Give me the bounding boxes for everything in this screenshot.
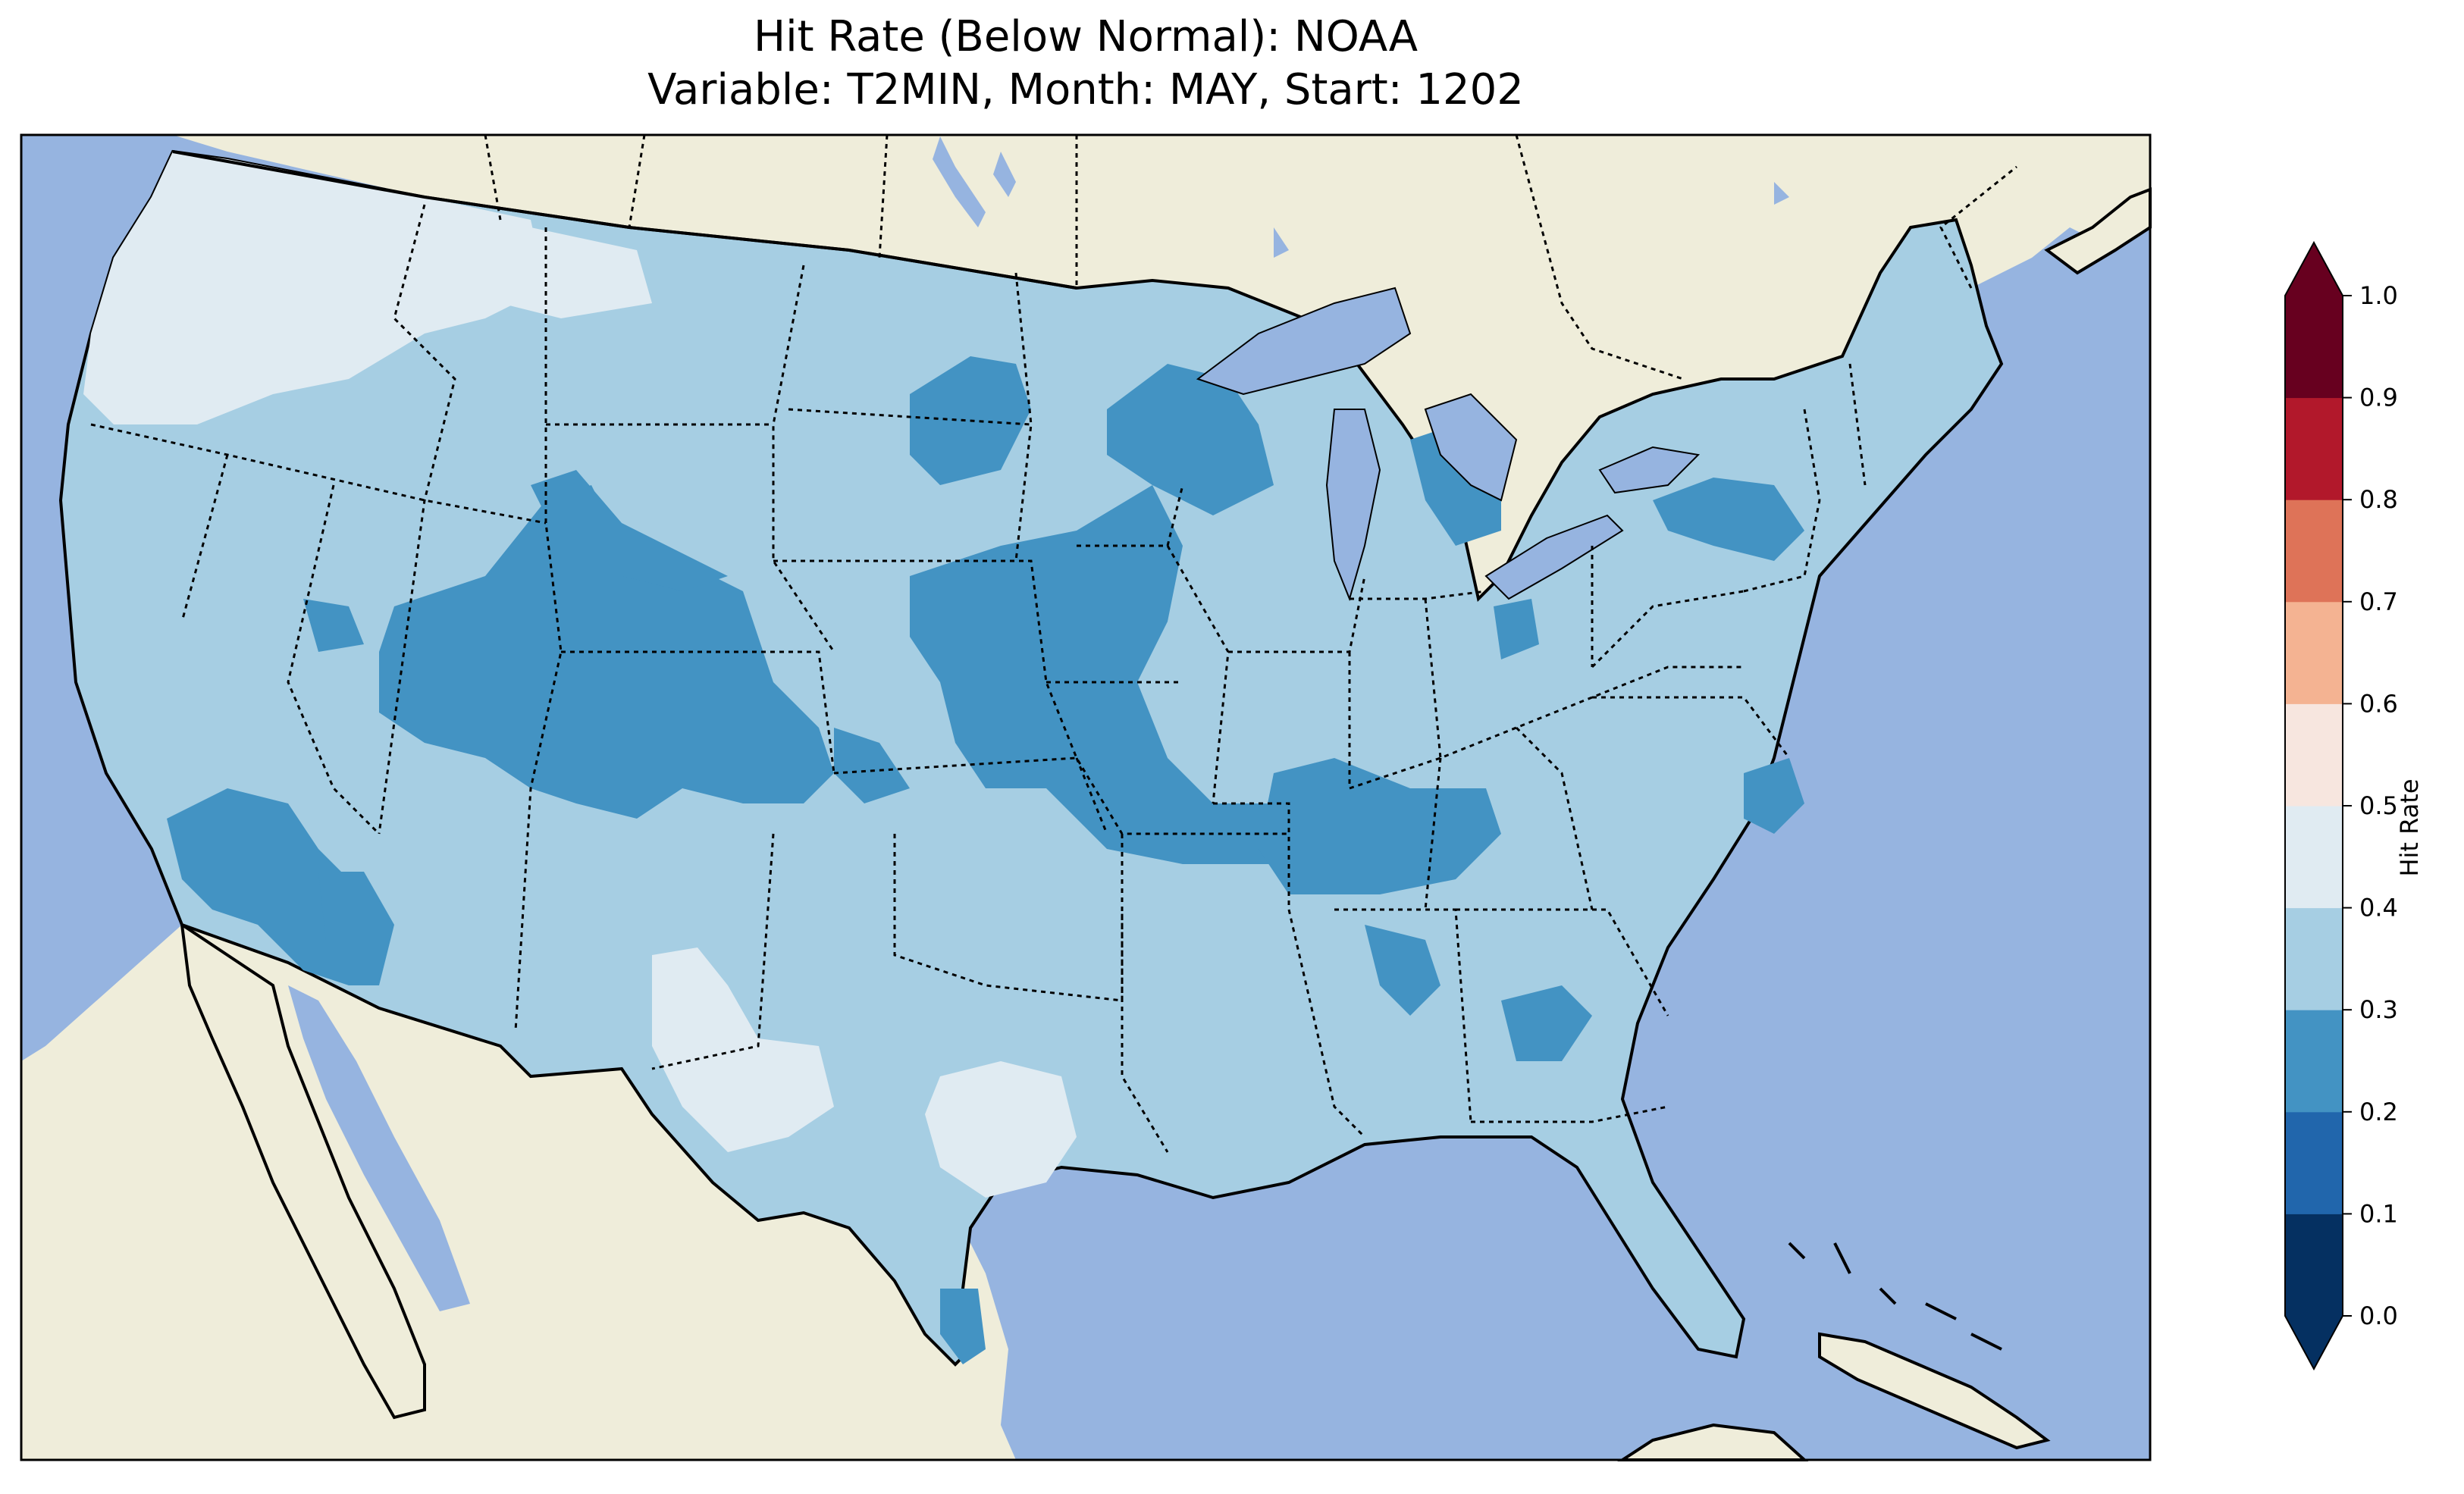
colorbar-bin-4 bbox=[2285, 806, 2343, 909]
lake-erie bbox=[1484, 514, 1624, 600]
colorbar-tick-label: 0.2 bbox=[2359, 1098, 2398, 1126]
colorbar-tick-label: 0.4 bbox=[2359, 894, 2398, 922]
colorbar-tick-label: 0.8 bbox=[2359, 485, 2398, 514]
zone-new-york bbox=[1653, 478, 1804, 561]
colorbar-label: Hit Rate bbox=[2395, 778, 2424, 877]
zone-ohio bbox=[1494, 599, 1539, 659]
canada-lakes bbox=[933, 136, 1789, 258]
canada-borders bbox=[484, 134, 2017, 381]
zone-minnesota bbox=[1107, 364, 1274, 515]
title-line-2: Variable: T2MIN, Month: MAY, Start: 1202 bbox=[647, 65, 1524, 114]
colorbar-tick-label: 0.9 bbox=[2359, 384, 2398, 412]
colorbar-tick-label: 0.5 bbox=[2359, 791, 2398, 820]
zone-arizona-west bbox=[318, 872, 394, 985]
zone-nevada-small bbox=[303, 599, 364, 652]
zone-south-texas-coast bbox=[940, 1289, 986, 1364]
colorbar-under-arrow bbox=[2285, 1316, 2343, 1369]
map-area bbox=[20, 133, 2152, 1461]
lake-superior bbox=[1196, 287, 1412, 396]
colorbar-over-arrow bbox=[2285, 243, 2343, 296]
colorbar-bin-8 bbox=[2285, 397, 2343, 500]
map-title: Hit Rate (Below Normal): NOAA Variable: … bbox=[21, 11, 2150, 117]
colorbar-bin-6 bbox=[2285, 601, 2343, 704]
zone-tennessee bbox=[1259, 758, 1501, 894]
zone-south-texas bbox=[925, 1061, 1077, 1198]
colorbar-bin-2 bbox=[2285, 1010, 2343, 1113]
lake-huron bbox=[1424, 393, 1518, 502]
zone-idaho-light bbox=[425, 205, 652, 318]
colorbar-bin-0 bbox=[2285, 1214, 2343, 1317]
colorbar-tick-label: 0.6 bbox=[2359, 689, 2398, 718]
zone-kansas bbox=[834, 728, 910, 803]
colorbar-tick-label: 0.7 bbox=[2359, 587, 2398, 616]
zone-wyoming bbox=[531, 470, 728, 591]
gulf-of-california bbox=[288, 985, 470, 1311]
colorbar-bin-9 bbox=[2285, 296, 2343, 399]
colorbar-tick-label: 1.0 bbox=[2359, 281, 2398, 310]
colorbar-bin-3 bbox=[2285, 907, 2343, 1010]
map-frame bbox=[20, 133, 2152, 1461]
colorbar-bin-1 bbox=[2285, 1111, 2343, 1214]
colorbar-tick-label: 0.0 bbox=[2359, 1301, 2398, 1330]
zone-alabama bbox=[1365, 925, 1440, 1016]
colorbar-tick-label: 0.3 bbox=[2359, 995, 2398, 1024]
zone-nebraska-iowa-missouri bbox=[910, 485, 1319, 864]
bahamas bbox=[1788, 1242, 2002, 1351]
lake-michigan bbox=[1325, 409, 1381, 602]
colorbar: 0.0 0.1 0.2 0.3 0.4 0.5 0.6 0.7 0.8 0.9 1.0 bbox=[2284, 240, 2398, 1371]
lake-ontario bbox=[1598, 446, 1701, 494]
colorbar-bin-5 bbox=[2285, 703, 2343, 807]
colorbar-bin-7 bbox=[2285, 500, 2343, 603]
zone-pnw bbox=[83, 152, 546, 424]
title-line-1: Hit Rate (Below Normal): NOAA bbox=[753, 12, 1419, 61]
state-borders bbox=[90, 204, 1867, 1153]
colorbar-tick-label: 0.1 bbox=[2359, 1199, 2398, 1228]
canada-land bbox=[173, 135, 2150, 599]
great-lakes bbox=[1196, 287, 1701, 602]
zone-georgia bbox=[1501, 985, 1592, 1061]
zone-southern-california bbox=[167, 788, 364, 985]
zone-north-carolina bbox=[1744, 758, 1804, 834]
cuba bbox=[1818, 1332, 2051, 1450]
baja-california bbox=[180, 921, 426, 1420]
us-canada-border bbox=[172, 150, 1077, 290]
